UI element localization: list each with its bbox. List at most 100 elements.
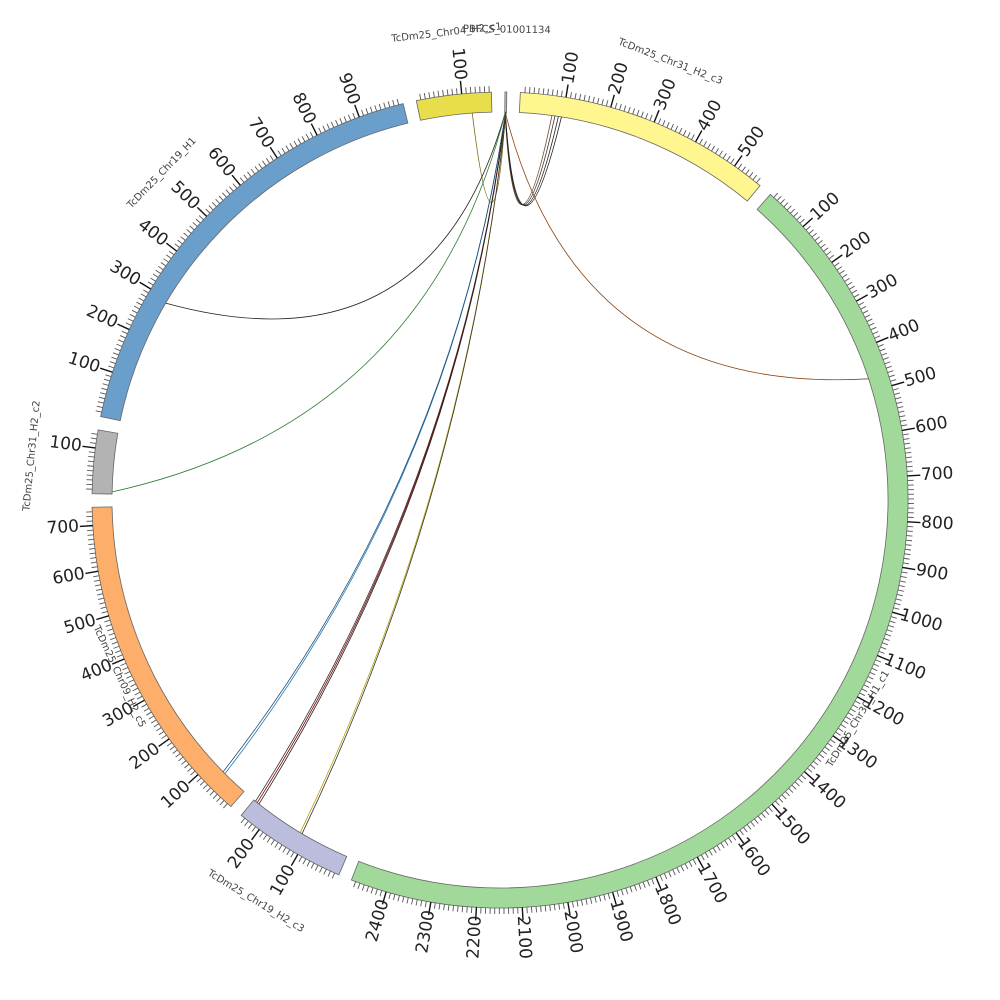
minor-tick-tcdm25-chr31-h2-c3-550 [752, 174, 758, 181]
minor-tick-tcdm25-chr30-h1-c1-2350 [406, 897, 409, 904]
minor-tick-tcdm25-chr09-h2-c5-430 [113, 645, 120, 649]
minor-tick-tcdm25-chr31-h2-c3-560 [756, 177, 761, 184]
minor-tick-tcdm25-chr30-h1-c1-610 [902, 433, 909, 436]
major-tick-tcdm25-chr30-h1-c1-1600 [735, 832, 745, 844]
major-tick-tcdm25-chr30-h1-c1-900 [902, 566, 916, 571]
minor-tick-tcdm25-chr19-h1-90 [105, 374, 112, 378]
minor-tick-tcdm25-chr19-h1-730 [285, 145, 290, 152]
minor-tick-tcdm25-chr30-h1-c1-1060 [883, 637, 890, 641]
minor-tick-tcdm25-chr31-h2-c3-390 [691, 134, 695, 140]
minor-tick-tcdm25-chr19-h1-280 [140, 293, 147, 298]
minor-tick-tcdm25-chr30-h1-c1-540 [896, 401, 903, 404]
tick-label-tcdm25-chr30-h1-c1-1000: 1000 [898, 605, 945, 636]
minor-tick-tcdm25-chr19-h2-c3-240 [240, 817, 246, 824]
minor-tick-tcdm25-chr30-h1-c1-1830 [642, 881, 646, 888]
minor-tick-tcdm25-chr30-h1-c1-210 [834, 262, 840, 267]
minor-tick-tcdm25-chr30-h1-c1-1190 [859, 692, 866, 697]
minor-tick-tcdm25-chr19-h1-80 [103, 378, 110, 382]
minor-tick-tcdm25-chr30-h1-c1-1120 [873, 663, 880, 667]
minor-tick-tcdm25-chr30-h1-c1-670 [906, 461, 913, 463]
minor-tick-tcdm25-chr09-h2-c5-590 [93, 575, 100, 578]
minor-tick-tcdm25-chr19-h1-770 [301, 136, 306, 142]
tick-label-tcdm25-chr30-h1-c1-1600: 1600 [733, 834, 774, 881]
minor-tick-tcdm25-chr19-h1-270 [138, 297, 145, 302]
minor-tick-tcdm25-chr30-h1-c1-1960 [585, 898, 588, 905]
minor-tick-tcdm25-chr19-h1-70 [102, 383, 109, 386]
minor-tick-tcdm25-chr30-h1-c1-2010 [562, 902, 565, 910]
tick-label-tcdm25-chr31-h2-c3-500: 500 [734, 123, 769, 161]
minor-tick-tcdm25-chr30-h1-c1-1270 [840, 724, 847, 729]
major-tick-tcdm25-chr09-h2-c5-100 [188, 773, 199, 784]
minor-tick-tcdm25-chr30-h1-c1-1460 [785, 791, 790, 797]
minor-tick-tcdm25-chr30-h1-c1-440 [882, 357, 889, 360]
minor-tick-tcdm25-chr19-h1-870 [343, 116, 347, 123]
minor-tick-tcdm25-chr19-h1-220 [127, 318, 134, 322]
minor-tick-tcdm25-chr30-h1-c1-1740 [680, 865, 685, 872]
minor-tick-tcdm25-chr30-h1-c1-2340 [411, 898, 414, 905]
minor-tick-tcdm25-chr30-h1-c1-1380 [810, 764, 816, 769]
minor-tick-tcdm25-chr09-h2-c5-110 [190, 770, 196, 776]
minor-tick-tcdm25-chr30-h1-c1-990 [893, 607, 900, 610]
minor-tick-tcdm25-chr30-h1-c1-1660 [712, 847, 717, 854]
minor-tick-tcdm25-chr30-h1-c1-420 [879, 348, 886, 352]
minor-tick-tcdm25-chr31-h2-c3-330 [666, 121, 670, 128]
minor-tick-tcdm25-chr30-h1-c1-1310 [830, 739, 836, 744]
minor-tick-tcdm25-chr30-h1-c1-1760 [672, 869, 676, 876]
tick-label-tcdm25-chr30-h1-c1-200: 200 [837, 227, 875, 262]
minor-tick-tcdm25-chr19-h2-c3-120 [286, 849, 291, 856]
minor-tick-tcdm25-chr30-h1-c1-1210 [854, 700, 861, 705]
minor-tick-tcdm25-chr19-h2-c3-70 [306, 860, 311, 867]
minor-tick-tcdm25-chr19-h1-260 [136, 301, 142, 306]
minor-tick-tcdm25-chr19-h1-340 [155, 269, 161, 274]
minor-tick-tcdm25-chr31-h2-c3-520 [741, 166, 746, 172]
minor-tick-tcdm25-chr19-h1-170 [118, 339, 124, 343]
minor-tick-tcdm25-chr09-h2-c5-680 [87, 534, 94, 536]
major-tick-tcdm25-chr09-h2-c5-400 [112, 658, 125, 665]
minor-tick-tcdm25-chr30-h1-c1-90 [799, 218, 805, 224]
minor-tick-tcdm25-chr19-h1-740 [289, 143, 294, 149]
minor-tick-tcdm25-chr30-h1-c1-2310 [424, 901, 427, 908]
minor-tick-tcdm25-chr30-h1-c1-880 [903, 557, 910, 560]
minor-tick-tcdm25-chr09-h2-c5-30 [216, 797, 221, 803]
major-tick-tcdm25-chr30-h1-c1-1000 [892, 611, 905, 617]
minor-tick-tcdm25-chr09-h2-c5-610 [91, 566, 98, 569]
minor-tick-tcdm25-chr04-h2-c1-40 [432, 91, 435, 98]
minor-tick-tcdm25-chr09-h2-c5-550 [96, 593, 103, 596]
minor-tick-tcdm25-chr09-h2-c5-390 [120, 662, 127, 667]
minor-tick-tcdm25-chr09-h2-c5-670 [87, 538, 94, 541]
minor-tick-tcdm25-chr19-h1-990 [396, 98, 400, 105]
minor-tick-tcdm25-chr30-h1-c1-360 [868, 322, 875, 327]
link-14 [301, 112, 507, 834]
major-tick-tcdm25-chr30-h1-c1-300 [855, 294, 868, 302]
minor-tick-tcdm25-chr09-h2-c5-150 [178, 756, 184, 762]
minor-tick-tcdm25-chr31-h2-c3-170 [596, 97, 600, 104]
minor-tick-tcdm25-chr30-h1-c1-70 [793, 212, 799, 217]
major-tick-tcdm25-chr19-h1-700 [269, 146, 278, 159]
tick-label-tcdm25-chr30-h1-c1-800: 800 [921, 513, 954, 535]
minor-tick-tcdm25-chr09-h2-c5-50 [209, 790, 215, 796]
major-tick-tcdm25-chr30-h1-c1-800 [907, 521, 921, 524]
minor-tick-tcdm25-chr31-h2-c3-540 [748, 172, 754, 178]
minor-tick-tcdm25-chr09-h2-c5-540 [98, 597, 105, 600]
minor-tick-tcdm25-chr19-h1-850 [335, 119, 339, 126]
major-tick-tcdm25-chr31-h2-c2-100 [82, 445, 96, 449]
major-tick-tcdm25-chr19-h2-c3-200 [251, 829, 260, 841]
minor-tick-tcdm25-chr19-h2-c3-150 [274, 842, 279, 848]
minor-tick-tcdm25-chr04-h2-c1-110 [465, 87, 467, 94]
minor-tick-tcdm25-chr30-h1-c1-1570 [746, 824, 752, 830]
minor-tick-tcdm25-chr19-h1-320 [150, 277, 156, 282]
major-tick-tcdm25-chr19-h1-800 [310, 123, 318, 136]
minor-tick-tcdm25-chr30-h1-c1-650 [905, 451, 912, 454]
minor-tick-tcdm25-chr09-h2-c5-310 [136, 695, 143, 700]
tick-label-tcdm25-chr09-h2-c5-200: 200 [126, 739, 164, 774]
minor-tick-tcdm25-chr04-h2-c1-10 [419, 93, 422, 100]
minor-tick-tcdm25-chr04-h2-c1-80 [451, 88, 453, 95]
major-tick-tcdm25-chr19-h1-300 [139, 281, 152, 290]
tick-label-tcdm25-chr30-h1-c1-500: 500 [902, 363, 939, 391]
minor-tick-tcdm25-chr30-h1-c1-1790 [659, 875, 663, 881]
minor-tick-tcdm25-chr19-h1-350 [158, 265, 164, 271]
minor-tick-tcdm25-chr30-h1-c1-2050 [544, 905, 547, 912]
minor-tick-tcdm25-chr30-h1-c1-1650 [716, 845, 721, 851]
minor-tick-tcdm25-chr30-h1-c1-1550 [754, 818, 759, 824]
